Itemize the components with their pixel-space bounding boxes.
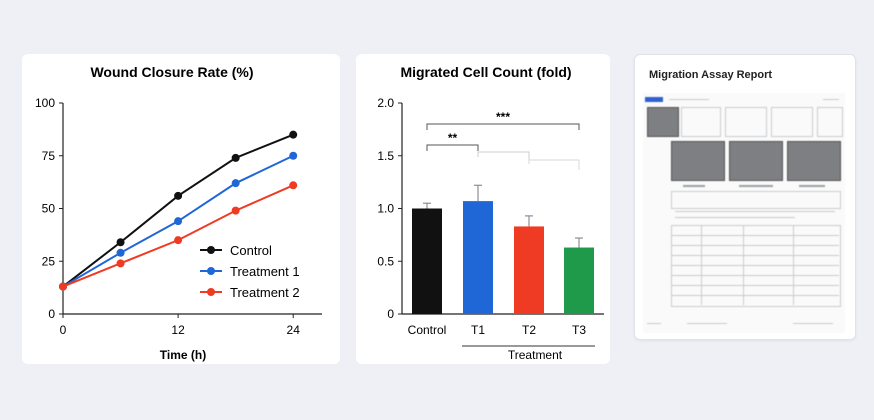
bar-chart: Migrated Cell Count (fold) Treatment 0 0.…: [377, 64, 604, 362]
report-info-box: [725, 107, 767, 137]
bar-chart-group-label: Treatment: [508, 348, 563, 362]
data-point: [231, 179, 240, 188]
x-tick-label: 12: [171, 323, 185, 337]
report-micrograph: [787, 141, 841, 181]
report-micrograph: [729, 141, 783, 181]
report-thumbnail[interactable]: Migration Assay Report: [634, 54, 856, 340]
bar-T1: [463, 201, 493, 314]
report-title: Migration Assay Report: [649, 69, 773, 81]
line-chart-card: Wound Closure Rate (%) Time (h) 0 25 50 75 1…: [22, 54, 340, 364]
data-point: [231, 153, 240, 162]
bar-chart-card: Migrated Cell Count (fold) Treatment 0 0.…: [356, 54, 610, 364]
report-summary-box: [671, 191, 841, 209]
significance-bracket: [426, 123, 580, 130]
significance-bracket-faint: [477, 151, 530, 162]
legend-label: Control: [230, 243, 272, 258]
bar-Control: [412, 208, 442, 314]
line-chart-title: Wound Closure Rate (%): [90, 64, 253, 80]
report-data-table: [671, 225, 841, 307]
significance-label: **: [448, 131, 458, 145]
legend-marker: [207, 267, 215, 275]
y-tick-label: 1.0: [377, 202, 394, 216]
data-point: [116, 238, 125, 247]
bar-chart-title: Migrated Cell Count (fold): [400, 64, 571, 80]
line-chart-xlabel: Time (h): [160, 348, 206, 362]
report-page-preview: [643, 93, 845, 333]
data-point: [289, 181, 298, 190]
report-info-box: [771, 107, 813, 137]
report-thumbnail-image: [647, 107, 679, 137]
significance-bracket-faint: [528, 159, 580, 170]
data-point: [289, 151, 298, 160]
line-chart: Wound Closure Rate (%) Time (h) 0 25 50 75 1…: [35, 64, 322, 362]
report-micrograph: [671, 141, 725, 181]
data-point: [174, 191, 183, 200]
bar-T3: [564, 247, 594, 314]
legend-marker: [207, 288, 215, 296]
y-tick-label: 0.5: [377, 254, 394, 268]
data-point: [116, 259, 125, 268]
y-tick-label: 75: [42, 149, 56, 163]
data-point: [289, 130, 298, 139]
bar-T2: [514, 226, 544, 314]
data-point: [174, 236, 183, 245]
y-tick-label: 1.5: [377, 149, 394, 163]
report-info-box: [681, 107, 721, 137]
y-tick-label: 0: [387, 307, 394, 321]
legend-marker: [207, 246, 215, 254]
x-tick-label: 24: [287, 323, 301, 337]
x-tick-label: T3: [572, 323, 586, 337]
report-info-box: [817, 107, 843, 137]
data-point: [59, 282, 67, 291]
y-tick-label: 25: [42, 254, 56, 268]
y-tick-label: 0: [48, 307, 55, 321]
data-point: [116, 248, 125, 257]
data-point: [231, 206, 240, 215]
y-tick-label: 100: [35, 96, 55, 110]
x-tick-label: T1: [471, 323, 485, 337]
significance-bracket: [426, 144, 479, 151]
x-tick-label: Control: [408, 323, 447, 337]
significance-label: ***: [496, 110, 510, 124]
report-logo: [645, 97, 663, 102]
legend-label: Treatment 1: [230, 264, 300, 279]
data-point: [174, 217, 183, 226]
y-tick-label: 2.0: [377, 96, 394, 110]
x-tick-label: T2: [522, 323, 536, 337]
legend-label: Treatment 2: [230, 285, 300, 300]
x-tick-label: 0: [60, 323, 67, 337]
y-tick-label: 50: [42, 202, 56, 216]
